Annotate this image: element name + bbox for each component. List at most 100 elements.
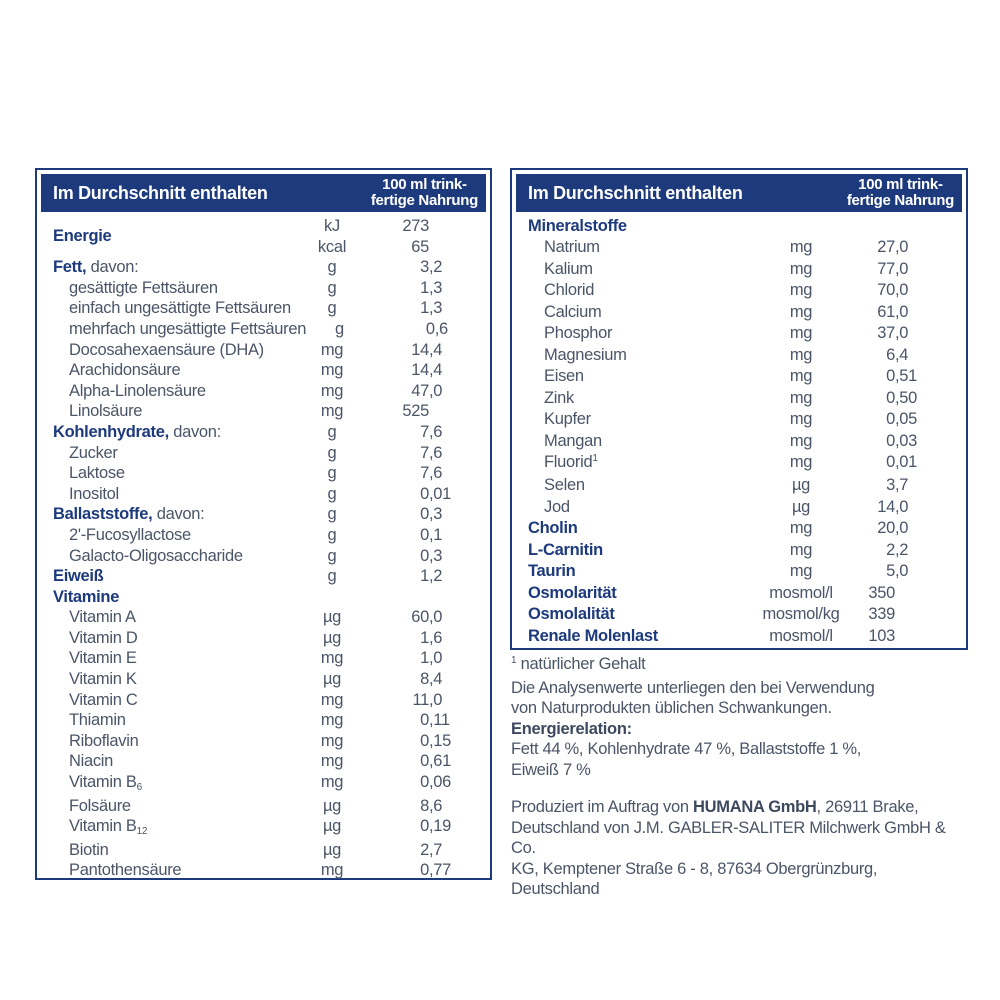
- row-label: Osmolarität: [528, 583, 617, 602]
- row-label: Calcium: [544, 302, 602, 321]
- row-label: Vitamin A: [69, 608, 136, 627]
- row-label: Inositol: [69, 484, 119, 503]
- row-unit: mg: [320, 690, 344, 709]
- row-unit: mg: [320, 381, 344, 400]
- row-value: 37,0: [877, 324, 909, 343]
- row-value: 0,3: [420, 505, 443, 524]
- energy-relation-text: Fett 44 %, Kohlenhydrate 47 %, Ballastst…: [511, 740, 862, 779]
- row-label: Kohlenhydrate, davon:: [53, 422, 221, 441]
- table-row: Ballaststoffe, davon: g 0,3: [41, 504, 486, 525]
- table-body-left: Energie kJ kcal 273 65 Fett, davon: g 3,2 gesätt…: [41, 212, 486, 881]
- table-row: Taurin mg 5,0: [516, 561, 962, 582]
- row-label: Laktose: [69, 464, 125, 483]
- row-unit: mosmol/l: [769, 583, 833, 602]
- table-row: Vitamin K µg 8,4: [41, 669, 486, 690]
- row-label: Ballaststoffe, davon:: [53, 505, 205, 524]
- row-value: 14,4: [411, 340, 443, 359]
- row-unit: µg: [322, 608, 342, 627]
- row-value: 0,3: [420, 546, 443, 565]
- table-row: Eiweiß g 1,2: [41, 566, 486, 587]
- row-value: 27,0: [877, 238, 909, 257]
- row-value: 1,3: [420, 278, 443, 297]
- row-unit: mg: [320, 731, 344, 750]
- table-row: Cholin mg 20,0: [516, 518, 962, 539]
- table-row: Zink mg 0,50: [516, 388, 962, 409]
- row-label: gesättigte Fettsäuren: [69, 278, 218, 297]
- table-row: Kalium mg 77,0: [516, 259, 962, 280]
- row-value: 103: [868, 626, 895, 645]
- table-row: Renale Molenlast mosmol/l 103: [516, 626, 962, 647]
- table-row: Biotin µg 2,7: [41, 840, 486, 861]
- row-value: 350: [868, 583, 895, 602]
- table-row: Energie kJ kcal 273 65: [41, 216, 486, 257]
- row-value: 5,0: [886, 562, 909, 581]
- row-value: 0,01: [420, 484, 452, 503]
- row-unit: mg: [320, 340, 344, 359]
- producer-prefix: Produziert im Auftrag von: [511, 798, 694, 816]
- row-unit: µg: [791, 497, 811, 516]
- table-row: Folsäure µg 8,6: [41, 796, 486, 817]
- table-row: Linolsäure mg 525: [41, 401, 486, 422]
- row-label: Thiamin: [69, 711, 126, 730]
- row-value: 339: [868, 605, 895, 624]
- row-value: 60,0: [411, 608, 443, 627]
- table-row: Kupfer mg 0,05: [516, 409, 962, 430]
- producer-info: Produziert im Auftrag von HUMANA GmbH, 2…: [511, 797, 971, 900]
- row-unit: mg: [789, 238, 813, 257]
- row-unit: g: [327, 299, 337, 318]
- row-label: Folsäure: [69, 796, 131, 815]
- row-label: Galacto-Oligosaccharide: [69, 546, 243, 565]
- row-label: Alpha-Linolensäure: [69, 381, 206, 400]
- row-label: Fett, davon:: [53, 258, 139, 277]
- row-value: 1,2: [420, 567, 443, 586]
- row-unit: µg: [322, 628, 342, 647]
- table-row: Vitamine: [41, 587, 486, 608]
- row-label: Osmolalität: [528, 605, 615, 624]
- row-unit: µg: [322, 817, 342, 836]
- row-unit: mg: [320, 361, 344, 380]
- table-row: Osmolalität mosmol/kg 339: [516, 604, 962, 625]
- row-unit: mosmol/kg: [762, 605, 840, 624]
- row-label: Eisen: [544, 367, 584, 386]
- footnote-marker: 1: [511, 655, 517, 666]
- row-value: 0,03: [886, 431, 918, 450]
- row-value: 0,61: [420, 752, 452, 771]
- row-label: L-Carnitin: [528, 540, 603, 559]
- row-unit: g: [327, 567, 337, 586]
- row-label: mehrfach ungesättigte Fettsäuren: [69, 319, 307, 338]
- row-value: 0,1: [420, 525, 443, 544]
- table-row: Selen µg 3,7: [516, 475, 962, 496]
- row-unit: mg: [789, 452, 813, 471]
- row-label: Zink: [544, 388, 574, 407]
- row-value: 14,0: [877, 497, 909, 516]
- table-row: 2'-Fucosyllactose g 0,1: [41, 525, 486, 546]
- row-value: 273 65: [402, 217, 429, 256]
- row-label: Mineralstoffe: [528, 217, 627, 235]
- footnotes-block: 1 natürlicher Gehalt Die Analysenwerte u…: [511, 654, 963, 780]
- row-value: 0,06: [420, 773, 452, 792]
- table-row: Vitamin B6 mg 0,06: [41, 772, 486, 796]
- row-value: 0,77: [420, 861, 452, 880]
- table-header-right: Im Durchschnitt enthalten 100 ml trink- …: [516, 174, 962, 212]
- producer-company: HUMANA GmbH: [693, 798, 817, 816]
- row-unit: mg: [789, 367, 813, 386]
- row-value: 61,0: [877, 302, 909, 321]
- row-label: Phosphor: [544, 324, 613, 343]
- row-unit: mg: [789, 345, 813, 364]
- row-unit: mg: [320, 402, 344, 421]
- row-unit: µg: [322, 670, 342, 689]
- row-unit: mg: [320, 752, 344, 771]
- row-label: Zucker: [69, 443, 118, 462]
- table-row: Jod µg 14,0: [516, 497, 962, 518]
- row-label: Riboflavin: [69, 731, 139, 750]
- table-header-column: 100 ml trink- fertige Nahrung: [370, 175, 478, 209]
- table-row: Magnesium mg 6,4: [516, 345, 962, 366]
- row-unit: mg: [789, 302, 813, 321]
- row-unit: mg: [789, 562, 813, 581]
- row-value: 7,6: [420, 443, 443, 462]
- row-unit: g: [327, 525, 337, 544]
- table-header-title: Im Durchschnitt enthalten: [528, 182, 743, 203]
- row-label: einfach ungesättigte Fettsäuren: [69, 299, 291, 318]
- row-label: Vitamin B6: [69, 773, 142, 794]
- row-value: 14,4: [411, 361, 443, 380]
